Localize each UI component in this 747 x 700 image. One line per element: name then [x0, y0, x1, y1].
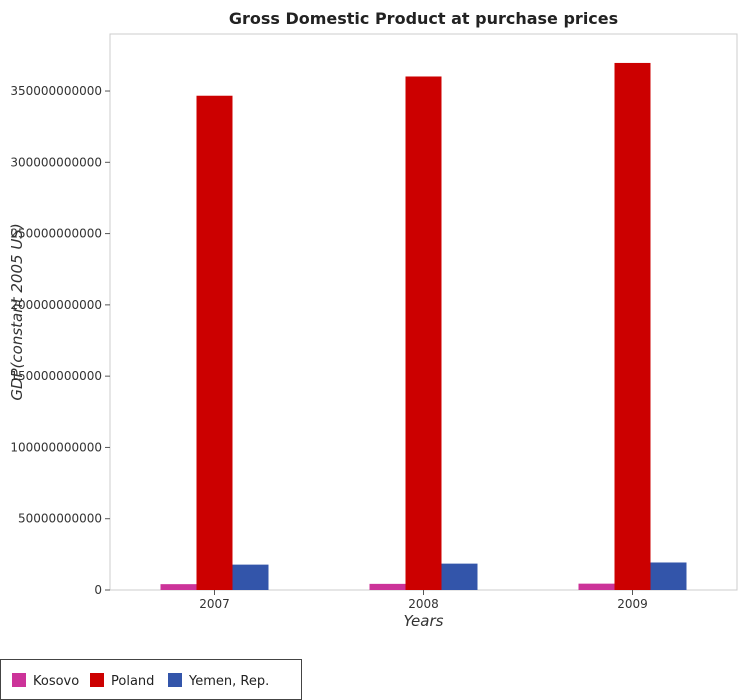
legend-swatch — [12, 673, 26, 687]
y-tick-label: 150000000000 — [10, 369, 102, 383]
x-tick-label: 2008 — [408, 597, 439, 611]
legend-swatch — [168, 673, 182, 687]
bar-yemen-rep-2009 — [650, 562, 687, 590]
bar-yemen-rep-2007 — [232, 564, 269, 590]
bar-poland-2008 — [405, 76, 442, 590]
legend-label: Kosovo — [33, 674, 79, 689]
bar-kosovo-2009 — [578, 583, 615, 590]
bar-kosovo-2008 — [369, 583, 406, 590]
y-axis-title: GDP(constant 2005 US) — [8, 223, 26, 400]
legend-label: Yemen, Rep. — [188, 674, 269, 689]
x-axis-title: Years — [404, 612, 444, 630]
bar-poland-2009 — [614, 62, 651, 591]
x-tick-label: 2009 — [617, 597, 648, 611]
y-tick-label: 200000000000 — [10, 298, 102, 312]
bars — [160, 62, 687, 591]
y-tick-label: 350000000000 — [10, 84, 102, 98]
y-tick-label: 0 — [94, 583, 102, 597]
y-tick-label: 100000000000 — [10, 440, 102, 454]
y-axis: 0 50000000000 100000000000 150000000000 2000… — [10, 84, 110, 597]
chart-title: Gross Domestic Product at purchase price… — [229, 9, 618, 28]
x-axis: 2007 2008 2009 — [199, 590, 648, 611]
bar-poland-2007 — [196, 95, 233, 590]
bar-kosovo-2007 — [160, 584, 197, 590]
bar-yemen-rep-2008 — [441, 563, 478, 590]
y-tick-label: 300000000000 — [10, 155, 102, 169]
y-tick-label: 50000000000 — [18, 512, 102, 526]
legend-label: Poland — [111, 674, 154, 689]
legend: Kosovo Poland Yemen, Rep. — [0, 659, 302, 700]
legend-swatch — [90, 673, 104, 687]
y-tick-label: 250000000000 — [10, 227, 102, 241]
x-tick-label: 2007 — [199, 597, 230, 611]
